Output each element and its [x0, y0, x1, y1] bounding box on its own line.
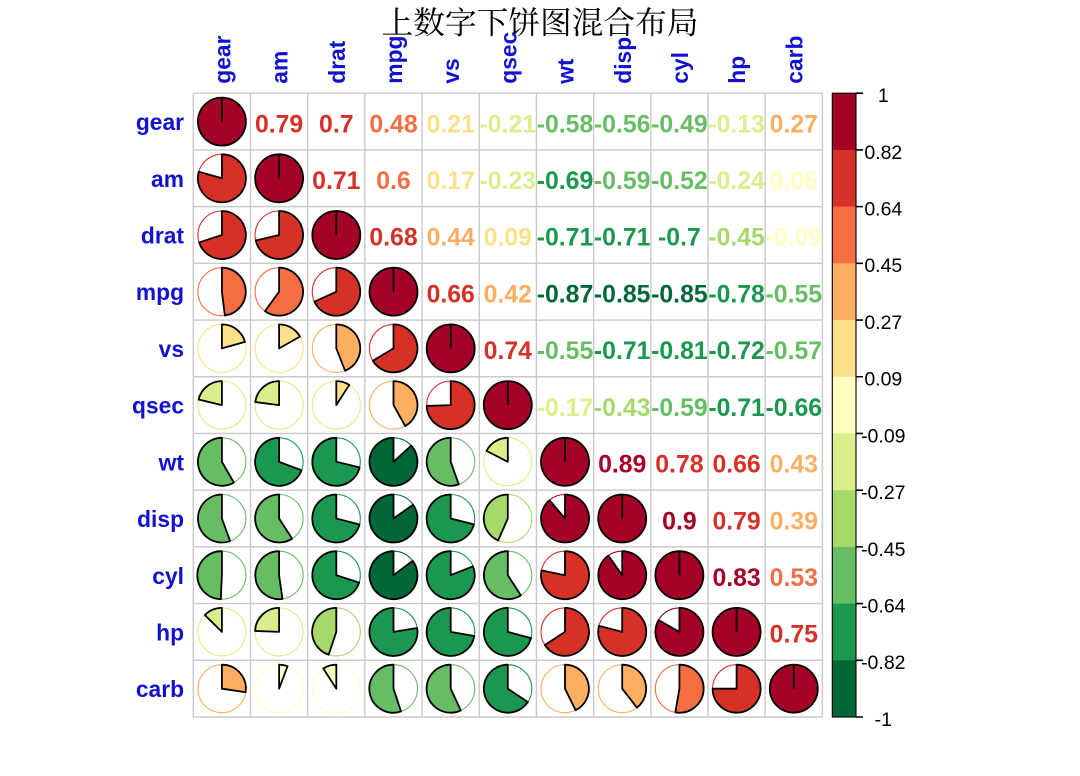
svg-text:0.6: 0.6 — [376, 168, 410, 195]
svg-text:-0.23: -0.23 — [480, 168, 537, 195]
svg-text:disp: disp — [137, 506, 184, 532]
svg-text:0.71: 0.71 — [312, 168, 360, 195]
svg-text:0.39: 0.39 — [770, 508, 818, 535]
svg-text:-0.09: -0.09 — [861, 425, 905, 447]
svg-text:-0.55: -0.55 — [766, 281, 823, 308]
svg-text:-0.45: -0.45 — [708, 225, 765, 252]
svg-text:qsec: qsec — [132, 393, 184, 419]
svg-text:-0.59: -0.59 — [651, 395, 708, 422]
svg-text:-0.85: -0.85 — [651, 281, 708, 308]
svg-text:0.21: 0.21 — [427, 111, 475, 138]
svg-text:0.27: 0.27 — [770, 111, 818, 138]
svg-text:0.64: 0.64 — [864, 199, 902, 221]
svg-text:-0.59: -0.59 — [594, 168, 651, 195]
svg-text:0.42: 0.42 — [484, 281, 532, 308]
svg-text:carb: carb — [781, 36, 807, 84]
svg-text:0.06: 0.06 — [770, 168, 818, 195]
svg-text:-0.09: -0.09 — [766, 225, 823, 252]
svg-text:0.43: 0.43 — [770, 452, 818, 479]
svg-text:0.7: 0.7 — [319, 111, 353, 138]
svg-text:-0.72: -0.72 — [708, 338, 765, 365]
svg-text:0.09: 0.09 — [864, 369, 902, 391]
svg-text:-0.55: -0.55 — [537, 338, 594, 365]
svg-text:drat: drat — [324, 40, 350, 83]
svg-text:0.74: 0.74 — [484, 338, 532, 365]
svg-text:-0.82: -0.82 — [861, 652, 905, 674]
svg-text:-0.45: -0.45 — [861, 539, 906, 561]
svg-text:0.79: 0.79 — [712, 508, 760, 535]
svg-text:-0.58: -0.58 — [537, 111, 594, 138]
svg-text:cyl: cyl — [667, 52, 693, 84]
svg-text:hp: hp — [724, 56, 750, 84]
svg-text:-0.13: -0.13 — [708, 111, 765, 138]
svg-text:-0.43: -0.43 — [594, 395, 651, 422]
svg-text:-0.78: -0.78 — [708, 281, 765, 308]
svg-text:0.09: 0.09 — [484, 225, 532, 252]
svg-text:0.48: 0.48 — [369, 111, 417, 138]
svg-text:0.17: 0.17 — [427, 168, 475, 195]
svg-text:-0.52: -0.52 — [651, 168, 708, 195]
svg-text:gear: gear — [136, 109, 184, 135]
svg-text:-0.71: -0.71 — [708, 395, 765, 422]
svg-text:disp: disp — [610, 37, 636, 84]
svg-text:0.53: 0.53 — [770, 565, 818, 592]
svg-text:0.68: 0.68 — [369, 225, 417, 252]
svg-text:-0.27: -0.27 — [861, 482, 905, 504]
svg-text:carb: carb — [136, 676, 184, 702]
svg-text:-0.81: -0.81 — [651, 338, 708, 365]
svg-text:-0.17: -0.17 — [537, 395, 594, 422]
svg-text:0.66: 0.66 — [427, 281, 475, 308]
svg-text:cyl: cyl — [152, 563, 184, 589]
svg-text:0.78: 0.78 — [655, 452, 703, 479]
svg-text:-0.56: -0.56 — [594, 111, 651, 138]
svg-text:gear: gear — [209, 35, 235, 83]
svg-text:0.83: 0.83 — [712, 565, 760, 592]
svg-text:0.66: 0.66 — [712, 452, 760, 479]
svg-text:-0.21: -0.21 — [480, 111, 537, 138]
svg-text:hp: hp — [156, 620, 184, 646]
svg-text:-0.71: -0.71 — [537, 225, 594, 252]
svg-text:0.27: 0.27 — [864, 312, 902, 334]
svg-text:0.89: 0.89 — [598, 452, 646, 479]
svg-text:mpg: mpg — [381, 36, 407, 84]
svg-text:0.45: 0.45 — [864, 255, 902, 277]
svg-text:0.75: 0.75 — [770, 622, 818, 649]
svg-text:0.44: 0.44 — [427, 225, 475, 252]
svg-text:am: am — [151, 166, 184, 192]
svg-text:1: 1 — [878, 85, 889, 107]
svg-text:-0.87: -0.87 — [537, 281, 594, 308]
svg-text:-0.57: -0.57 — [766, 338, 823, 365]
svg-text:wt: wt — [553, 58, 579, 85]
svg-text:vs: vs — [438, 58, 464, 83]
svg-text:-0.66: -0.66 — [766, 395, 823, 422]
svg-text:0.9: 0.9 — [662, 508, 696, 535]
svg-text:am: am — [267, 51, 293, 84]
svg-text:mpg: mpg — [136, 279, 184, 305]
svg-text:-0.71: -0.71 — [594, 338, 651, 365]
svg-text:-0.64: -0.64 — [861, 596, 906, 618]
svg-text:-0.85: -0.85 — [594, 281, 651, 308]
svg-text:-1: -1 — [875, 709, 892, 731]
svg-text:-0.7: -0.7 — [658, 225, 701, 252]
svg-text:0.79: 0.79 — [255, 111, 303, 138]
svg-text:wt: wt — [158, 449, 185, 475]
svg-text:-0.71: -0.71 — [594, 225, 651, 252]
svg-text:0.82: 0.82 — [864, 142, 902, 164]
svg-text:-0.69: -0.69 — [537, 168, 594, 195]
svg-text:-0.24: -0.24 — [708, 168, 765, 195]
svg-text:-0.49: -0.49 — [651, 111, 708, 138]
svg-text:drat: drat — [141, 223, 184, 249]
svg-text:qsec: qsec — [495, 31, 521, 83]
svg-text:vs: vs — [159, 336, 184, 362]
